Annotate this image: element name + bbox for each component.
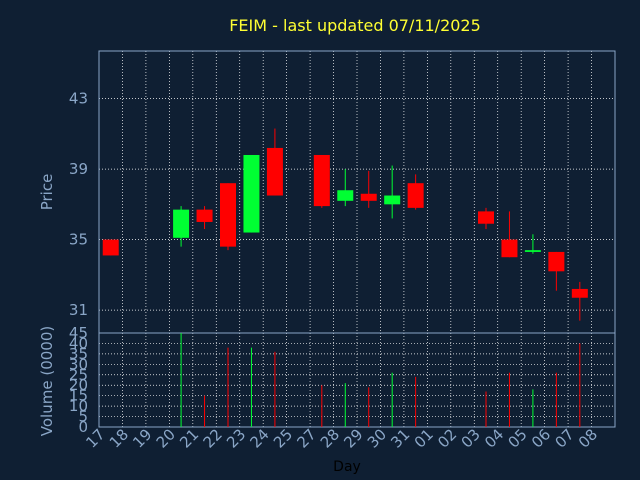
candle-body [524, 250, 541, 252]
volume-tick-label: 30 [69, 355, 88, 373]
x-tick-label: 29 [340, 425, 366, 451]
candle-body [313, 154, 330, 207]
x-tick-label: 07 [551, 425, 577, 451]
volume-frame [98, 332, 616, 428]
x-tick-label: 06 [528, 425, 554, 451]
price-tick-label: 35 [69, 231, 88, 249]
volume-tick-label: 15 [69, 387, 88, 405]
x-tick-label: 30 [364, 425, 390, 451]
x-tick-label: 23 [223, 425, 249, 451]
candle-body [173, 209, 190, 238]
x-tick-label: 22 [200, 425, 226, 451]
x-tick-label: 08 [575, 425, 601, 451]
price-axis-label: Price [38, 174, 56, 211]
volume-axis-label: Volume (0000) [38, 326, 56, 436]
candle-body [220, 183, 236, 247]
candle-body [571, 288, 588, 298]
chart-title: FEIM - last updated 07/11/2025 [229, 16, 481, 35]
x-tick-label: 18 [106, 425, 132, 451]
volume-tick-label: 10 [69, 397, 88, 415]
price-tick-label: 43 [69, 90, 88, 108]
x-tick-label: 25 [270, 425, 296, 451]
volume-grid [98, 332, 615, 428]
x-tick-label: 05 [505, 425, 531, 451]
x-tick-label: 31 [387, 425, 413, 451]
volume-tick-label: 35 [69, 345, 88, 363]
x-tick-label: 01 [411, 425, 437, 451]
volume-tick-label: 20 [69, 376, 88, 394]
price-tick-label: 39 [69, 160, 88, 178]
candle-body [548, 251, 565, 272]
candle-body [360, 193, 377, 201]
volume-bars [180, 333, 581, 427]
x-tick-label: 04 [481, 425, 507, 451]
candle-body [243, 154, 260, 233]
price-tick-label: 31 [69, 301, 88, 319]
x-tick-label: 28 [317, 425, 343, 451]
volume-tick-label: 25 [69, 366, 88, 384]
x-tick-label: 27 [293, 425, 319, 451]
candle-body [384, 195, 401, 205]
x-tick-label: 21 [176, 425, 202, 451]
candle-body [478, 211, 494, 224]
volume-plot-area [98, 332, 616, 428]
candle-body [337, 190, 354, 201]
x-axis-label: Day [333, 459, 361, 475]
x-tick-label: 19 [129, 425, 155, 451]
price-grid [98, 51, 615, 333]
candle-body [501, 239, 518, 258]
x-tick-label: 03 [458, 425, 484, 451]
volume-tick-label: 5 [78, 408, 88, 426]
candle-body [196, 209, 213, 222]
x-tick-label: 24 [247, 425, 273, 451]
volume-tick-label: 40 [69, 334, 88, 352]
volume-tick-label: 45 [69, 324, 88, 342]
candle-body [102, 239, 119, 256]
x-axis-ticks: 1718192021222324252728293031010203040506… [82, 425, 601, 451]
candle-body [266, 147, 283, 196]
x-tick-label: 20 [153, 425, 179, 451]
price-candles [102, 128, 588, 321]
x-tick-label: 02 [434, 425, 460, 451]
volume-tick-label: 0 [78, 418, 88, 436]
price-y-ticks: 43 39 35 31 [69, 90, 88, 319]
candle-body [407, 183, 424, 208]
